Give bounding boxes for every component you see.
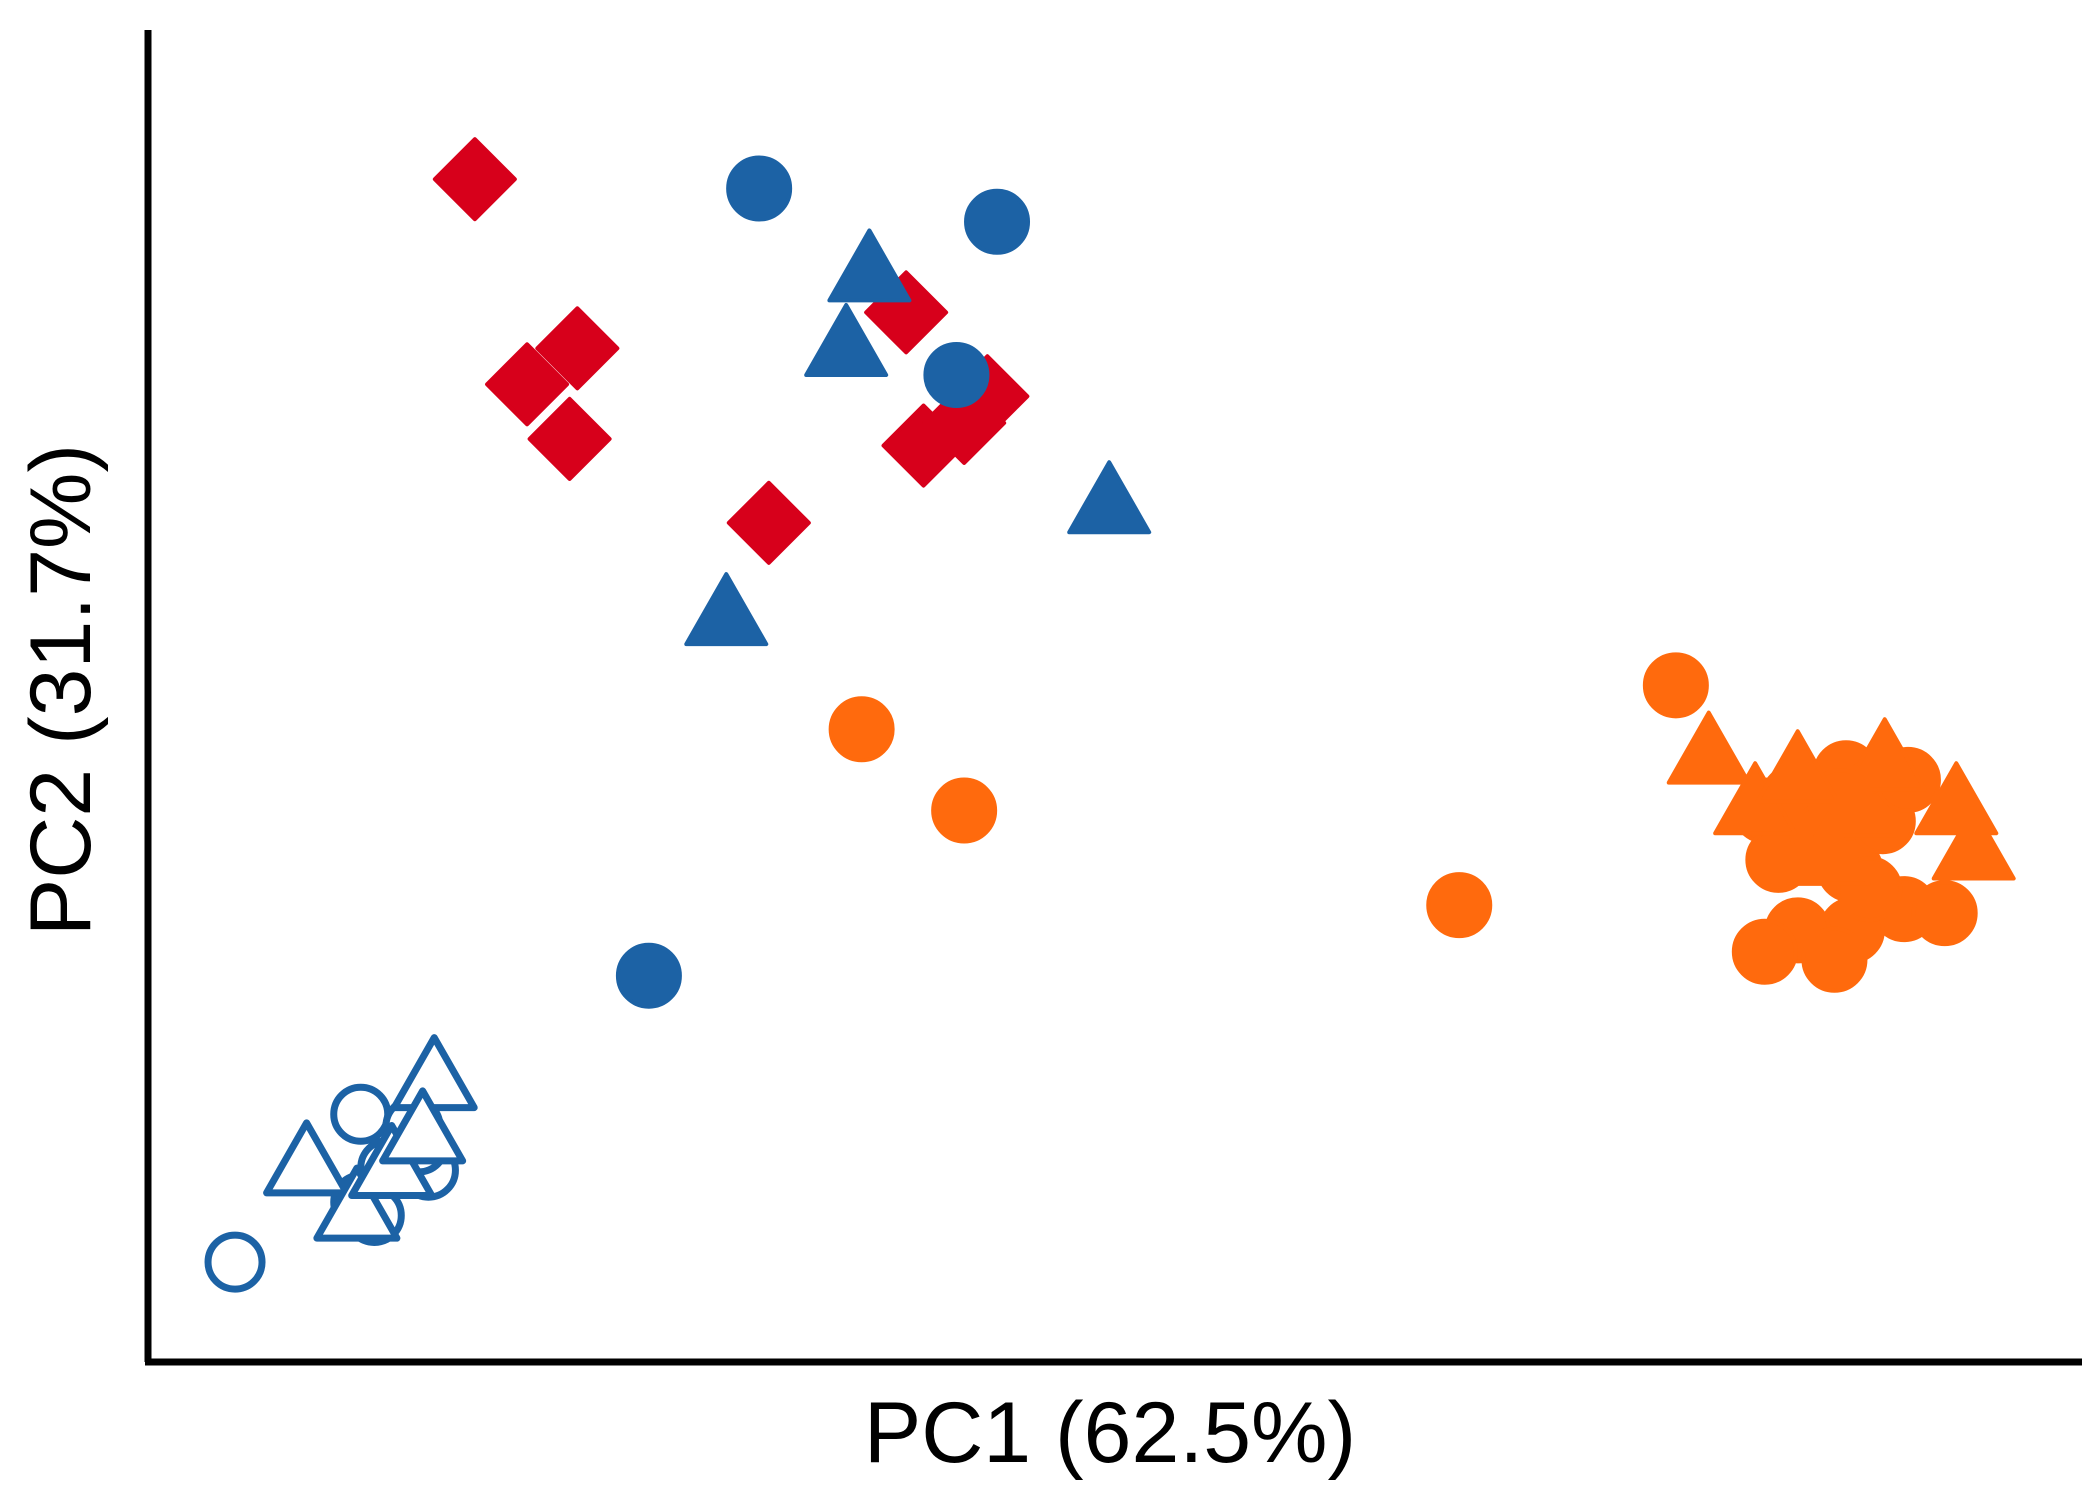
blue-circle-hollow-point xyxy=(204,1231,266,1293)
blue-circle-filled-point xyxy=(964,188,1031,255)
red-diamond-filled-point xyxy=(535,306,620,391)
red-diamond-filled-point xyxy=(485,342,570,427)
red-diamond-filled-point xyxy=(527,396,612,481)
blue-circle-filled-point xyxy=(923,341,990,408)
plot-area xyxy=(204,137,2016,1293)
blue-triangle-hollow-point xyxy=(390,1034,478,1112)
orange-triangle-filled-point xyxy=(1755,729,1840,804)
blue-circle-hollow-point xyxy=(330,1083,392,1145)
blue-triangle-filled-point xyxy=(804,303,889,378)
orange-triangle-filled-point xyxy=(1813,763,1898,838)
orange-triangle-filled-point xyxy=(1842,717,1927,792)
red-diamond-filled-point xyxy=(432,137,517,222)
blue-triangle-hollow-point xyxy=(379,1087,467,1165)
blue-circle-filled-point xyxy=(615,942,682,1009)
blue-triangle-hollow-point xyxy=(313,1164,401,1242)
orange-circle-filled-point xyxy=(931,777,998,844)
orange-triangle-filled-point xyxy=(1786,811,1871,886)
y-axis-title: PC2 (31.7%) xyxy=(13,444,109,936)
blue-triangle-filled-point xyxy=(684,572,769,647)
x-axis-title: PC1 (62.5%) xyxy=(864,1385,1356,1481)
blue-circle-filled-point xyxy=(726,155,793,222)
blue-triangle-hollow-point xyxy=(263,1119,351,1197)
orange-circle-filled-point xyxy=(828,696,895,763)
blue-triangle-filled-point xyxy=(1067,460,1152,535)
orange-circle-filled-point xyxy=(1642,652,1709,719)
red-diamond-filled-point xyxy=(726,480,811,565)
orange-circle-filled-point xyxy=(1801,926,1868,993)
orange-circle-filled-point xyxy=(1911,880,1978,947)
blue-triangle-filled-point xyxy=(827,228,912,303)
orange-circle-filled-point xyxy=(1731,918,1798,985)
orange-circle-filled-point xyxy=(1426,872,1493,939)
orange-triangle-filled-point xyxy=(1931,806,2016,881)
orange-triangle-filled-point xyxy=(1666,710,1751,785)
